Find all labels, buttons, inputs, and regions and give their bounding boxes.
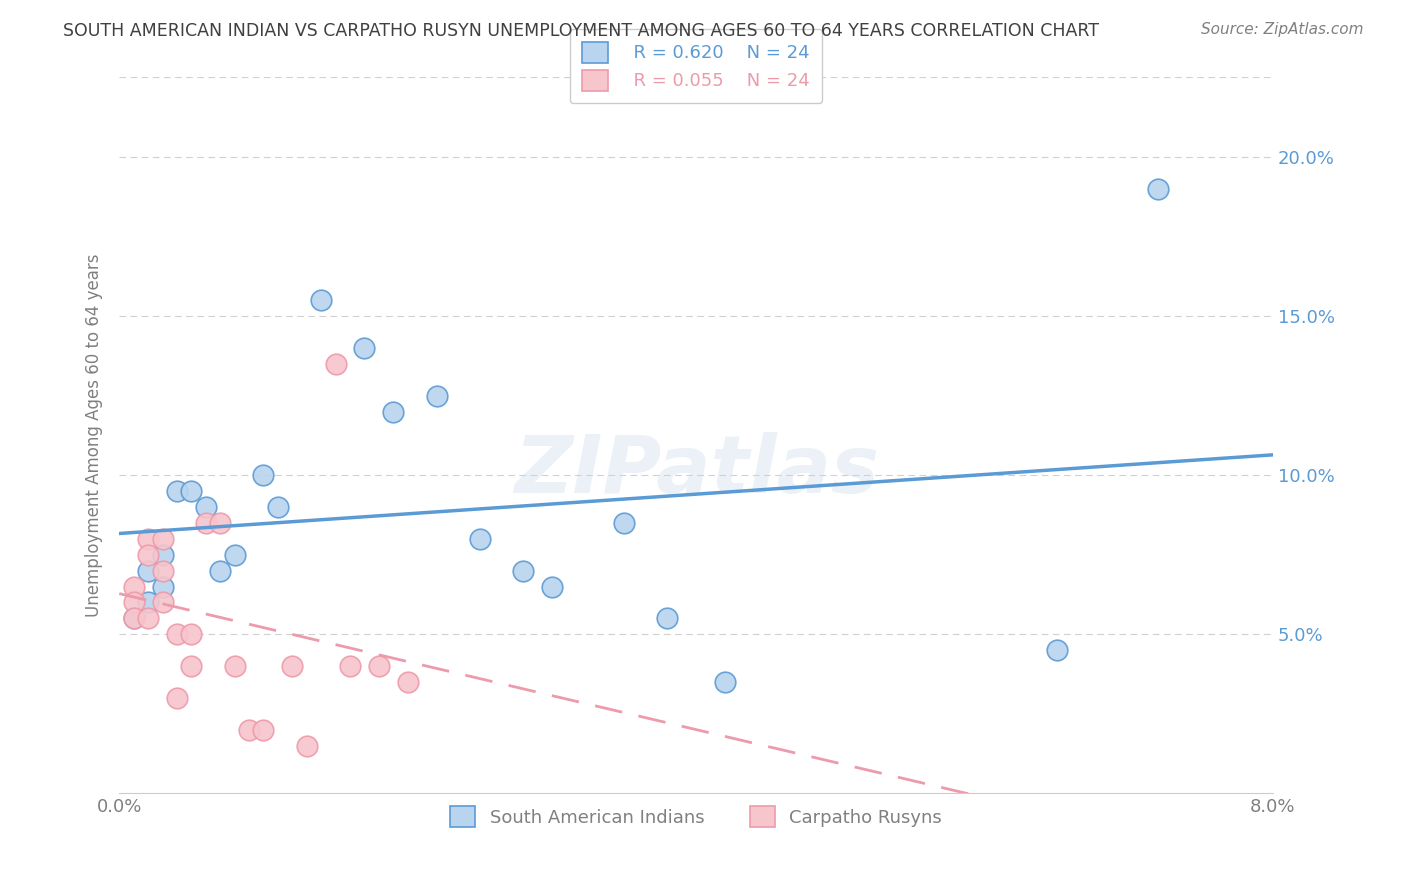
Y-axis label: Unemployment Among Ages 60 to 64 years: Unemployment Among Ages 60 to 64 years (86, 253, 103, 617)
Point (295, 739, 318, 753)
Point (122, 580, 145, 594)
Point (136, 595, 159, 609)
Point (541, 580, 564, 594)
Point (224, 548, 246, 562)
Point (252, 468, 274, 483)
Point (425, 389, 447, 403)
Point (281, 659, 304, 673)
Point (396, 675, 419, 690)
Point (166, 627, 188, 641)
Point (122, 611, 145, 625)
Point (180, 484, 202, 499)
Point (267, 500, 290, 514)
Point (152, 595, 174, 609)
Point (152, 548, 174, 562)
Point (152, 564, 174, 578)
Point (613, 516, 636, 530)
Point (209, 564, 232, 578)
Point (194, 500, 217, 514)
Point (252, 723, 274, 737)
Text: Source: ZipAtlas.com: Source: ZipAtlas.com (1201, 22, 1364, 37)
Point (224, 659, 246, 673)
Point (714, 675, 737, 690)
Point (325, 357, 347, 371)
Point (136, 548, 159, 562)
Point (382, 404, 405, 418)
Point (468, 532, 491, 546)
Point (180, 659, 202, 673)
Point (657, 611, 679, 625)
Point (122, 611, 145, 625)
Legend: South American Indians, Carpatho Rusyns: South American Indians, Carpatho Rusyns (443, 799, 949, 834)
Point (209, 516, 232, 530)
Point (339, 659, 361, 673)
Point (152, 532, 174, 546)
Point (152, 580, 174, 594)
Point (309, 293, 332, 308)
Point (1045, 643, 1067, 657)
Point (136, 532, 159, 546)
Text: SOUTH AMERICAN INDIAN VS CARPATHO RUSYN UNEMPLOYMENT AMONG AGES 60 TO 64 YEARS C: SOUTH AMERICAN INDIAN VS CARPATHO RUSYN … (63, 22, 1099, 40)
Point (353, 341, 375, 355)
Text: ZIPatlas: ZIPatlas (513, 433, 879, 510)
Point (194, 516, 217, 530)
Point (1146, 182, 1168, 196)
Point (166, 690, 188, 705)
Point (136, 564, 159, 578)
Point (122, 595, 145, 609)
Point (166, 484, 188, 499)
Point (512, 564, 534, 578)
Point (238, 723, 260, 737)
Point (180, 627, 202, 641)
Point (136, 611, 159, 625)
Point (367, 659, 389, 673)
